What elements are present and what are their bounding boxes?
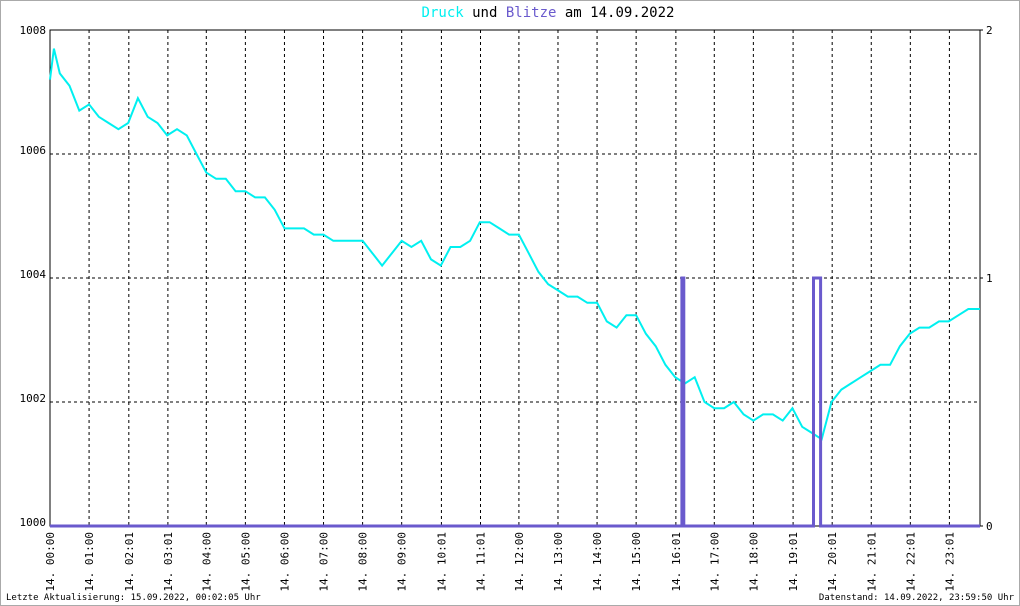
x-tick-label: 14. 00:00: [44, 532, 57, 592]
y-tick-label: 1004: [20, 268, 47, 281]
x-tick-label: 14. 17:00: [708, 532, 721, 592]
y2-tick-label: 2: [986, 24, 993, 37]
y-tick-label: 1006: [20, 144, 47, 157]
footer-right: Datenstand: 14.09.2022, 23:59:50 Uhr: [819, 593, 1015, 603]
x-tick-label: 14. 04:00: [200, 532, 213, 592]
title-series-1: Druck: [422, 5, 465, 21]
title-date: am 14.09.2022: [565, 5, 675, 21]
x-tick-label: 14. 09:00: [396, 532, 409, 592]
x-tick-label: 14. 18:00: [747, 532, 760, 592]
x-tick-label: 14. 22:01: [904, 532, 917, 592]
y2-tick-label: 1: [986, 272, 993, 285]
x-tick-label: 14. 03:01: [162, 532, 175, 592]
x-tick-label: 14. 07:00: [318, 532, 331, 592]
x-tick-label: 14. 14:00: [591, 532, 604, 592]
x-tick-label: 14. 12:00: [513, 532, 526, 592]
title-series-2: Blitze: [506, 5, 557, 21]
x-tick-label: 14. 01:00: [83, 532, 96, 592]
x-tick-label: 14. 06:00: [278, 532, 291, 592]
x-tick-label: 14. 10:01: [435, 532, 448, 592]
title-connector: und: [472, 5, 497, 21]
x-tick-label: 14. 15:00: [630, 532, 643, 592]
y-tick-label: 1002: [20, 392, 47, 405]
series-line: [50, 276, 980, 528]
x-tick-label: 14. 02:01: [123, 532, 136, 592]
x-tick-label: 14. 19:01: [787, 532, 800, 592]
x-tick-label: 14. 23:01: [943, 532, 956, 592]
x-tick-label: 14. 20:01: [826, 532, 839, 592]
y2-tick-label: 0: [986, 520, 993, 533]
chart-title: Druck und Blitze am 14.09.2022: [422, 5, 675, 21]
x-tick-label: 14. 08:00: [357, 532, 370, 592]
footer-left: Letzte Aktualisierung: 15.09.2022, 00:02…: [6, 593, 261, 603]
y-tick-label: 1008: [20, 24, 47, 37]
y-tick-label: 1000: [20, 516, 47, 529]
x-tick-label: 14. 05:00: [239, 532, 252, 592]
x-tick-label: 14. 13:00: [552, 532, 565, 592]
x-tick-label: 14. 21:01: [865, 532, 878, 592]
x-tick-label: 14. 16:01: [670, 532, 683, 592]
x-tick-label: 14. 11:01: [474, 532, 487, 592]
